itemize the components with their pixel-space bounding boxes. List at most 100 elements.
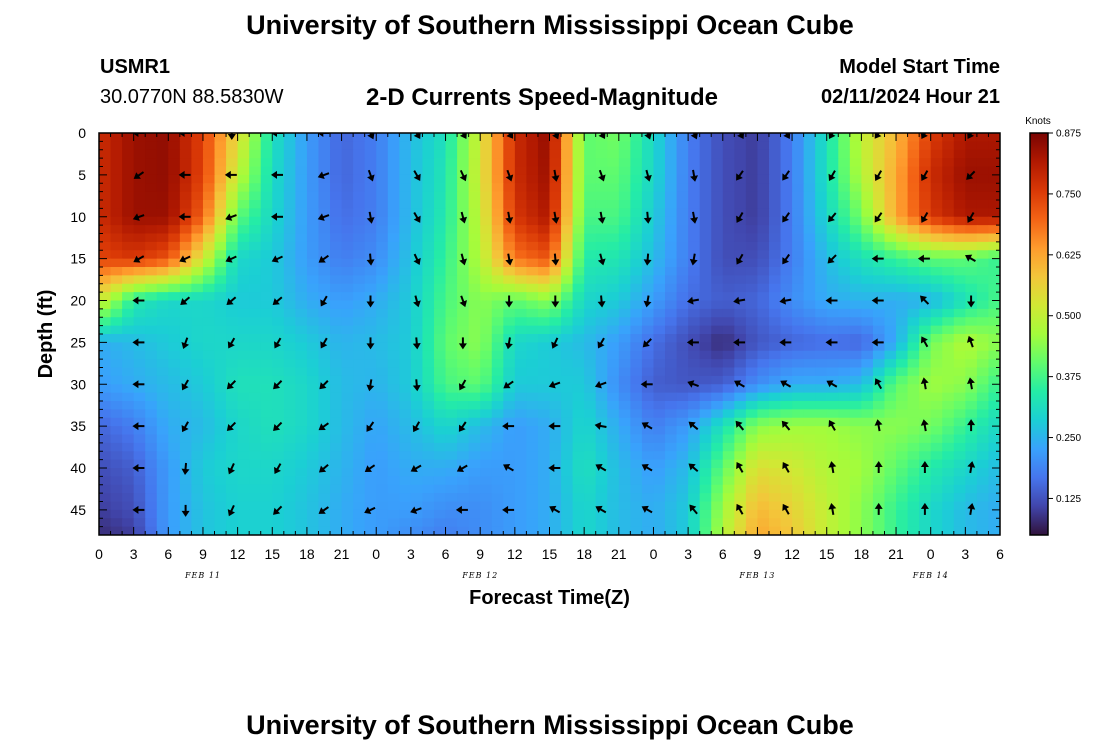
heatmap-cell [168, 350, 181, 360]
current-arrow [412, 379, 421, 392]
heatmap-cell [330, 350, 343, 360]
heatmap-cell [884, 141, 897, 151]
heatmap-cell [641, 501, 655, 511]
heatmap-cell [272, 334, 285, 343]
heatmap-cell [722, 308, 735, 318]
heatmap-cell [503, 509, 516, 519]
heatmap-cell [838, 434, 851, 444]
heatmap-cell [815, 392, 828, 402]
colorbar-label: Knots [1025, 116, 1051, 127]
heatmap-cell [572, 342, 585, 352]
heatmap-cell [410, 392, 424, 402]
current-vectors [132, 133, 976, 517]
heatmap-cell [526, 476, 539, 486]
heatmap-cell [399, 526, 412, 535]
heatmap-cell [202, 375, 216, 385]
heatmap-cell [595, 267, 608, 276]
heatmap-cell [584, 267, 597, 276]
heatmap-cell [537, 359, 551, 369]
heatmap-cell [953, 526, 966, 535]
heatmap-cell [826, 359, 839, 369]
heatmap-cell [214, 149, 227, 159]
heatmap-cell [549, 308, 562, 318]
heatmap-cell [930, 208, 943, 218]
heatmap-cell [156, 267, 169, 276]
current-arrow [687, 380, 699, 388]
heatmap-cell [930, 250, 943, 260]
heatmap-cell [930, 359, 943, 369]
heatmap-cell [179, 300, 193, 310]
heatmap-cell [688, 526, 701, 535]
heatmap-cell [699, 375, 712, 385]
heatmap-cell [376, 216, 389, 226]
heatmap-cell [630, 133, 643, 142]
heatmap-cell [306, 442, 320, 452]
heatmap-cell [226, 459, 239, 469]
heatmap-cell [376, 359, 389, 369]
heatmap-cell [99, 200, 112, 209]
arrow-head [226, 298, 234, 305]
heatmap-cell [179, 493, 193, 503]
heatmap-cell [757, 401, 770, 410]
heatmap-cell [722, 434, 735, 444]
heatmap-cell [722, 283, 735, 293]
heatmap-cell [214, 241, 227, 251]
heatmap-cell [849, 208, 862, 218]
heatmap-cell [249, 275, 262, 285]
heatmap-cell [468, 183, 481, 193]
heatmap-cell [653, 133, 666, 142]
heatmap-cell [699, 300, 712, 310]
heatmap-cell [884, 149, 897, 159]
heatmap-cell [283, 417, 296, 427]
heatmap-cell [595, 141, 608, 151]
arrow-head [597, 217, 606, 224]
heatmap-cell [711, 401, 724, 410]
heatmap-cell [514, 233, 527, 243]
heatmap-cell [433, 334, 447, 343]
heatmap-cell [272, 501, 285, 511]
heatmap-cell [156, 350, 169, 360]
heatmap-cell [919, 401, 932, 410]
heatmap-cell [260, 493, 273, 503]
heatmap-cell [122, 183, 135, 193]
heatmap-cell [653, 208, 666, 218]
heatmap-cell [907, 442, 920, 452]
heatmap-cell [249, 493, 262, 503]
heatmap-cell [734, 359, 747, 369]
heatmap-cell [549, 509, 562, 519]
heatmap-cell [168, 158, 181, 168]
heatmap-cell [861, 426, 874, 436]
heatmap-cell [988, 442, 1000, 452]
heatmap-cell [768, 141, 782, 151]
heatmap-cell [445, 141, 458, 151]
heatmap-cell [630, 200, 643, 209]
heatmap-cell [745, 468, 759, 477]
heatmap-cell [745, 334, 759, 343]
heatmap-cell [780, 149, 793, 159]
heatmap-cell [665, 292, 678, 302]
heatmap-cell [133, 275, 146, 285]
heatmap-cell [364, 183, 377, 193]
heatmap-cell [641, 183, 655, 193]
heatmap-cell [734, 317, 747, 327]
heatmap-cell [792, 233, 805, 243]
heatmap-cell [803, 509, 816, 519]
heatmap-cell [145, 191, 158, 201]
heatmap-cell [711, 526, 724, 535]
heatmap-cell [214, 283, 227, 293]
heatmap-cell [872, 200, 886, 209]
heatmap-cell [815, 233, 828, 243]
heatmap-cell [318, 166, 331, 176]
heatmap-cell [110, 300, 123, 310]
heatmap-cell [330, 434, 343, 444]
heatmap-cell [919, 283, 932, 293]
arrow-head [320, 299, 328, 307]
heatmap-cell [803, 392, 816, 402]
heatmap-cell [214, 501, 227, 511]
heatmap-cell [653, 342, 666, 352]
heatmap-cell [283, 183, 296, 193]
heatmap-cell [99, 183, 112, 193]
heatmap-cell [468, 225, 481, 235]
heatmap-cell [537, 300, 551, 310]
x-tick-label: 12 [507, 546, 523, 562]
